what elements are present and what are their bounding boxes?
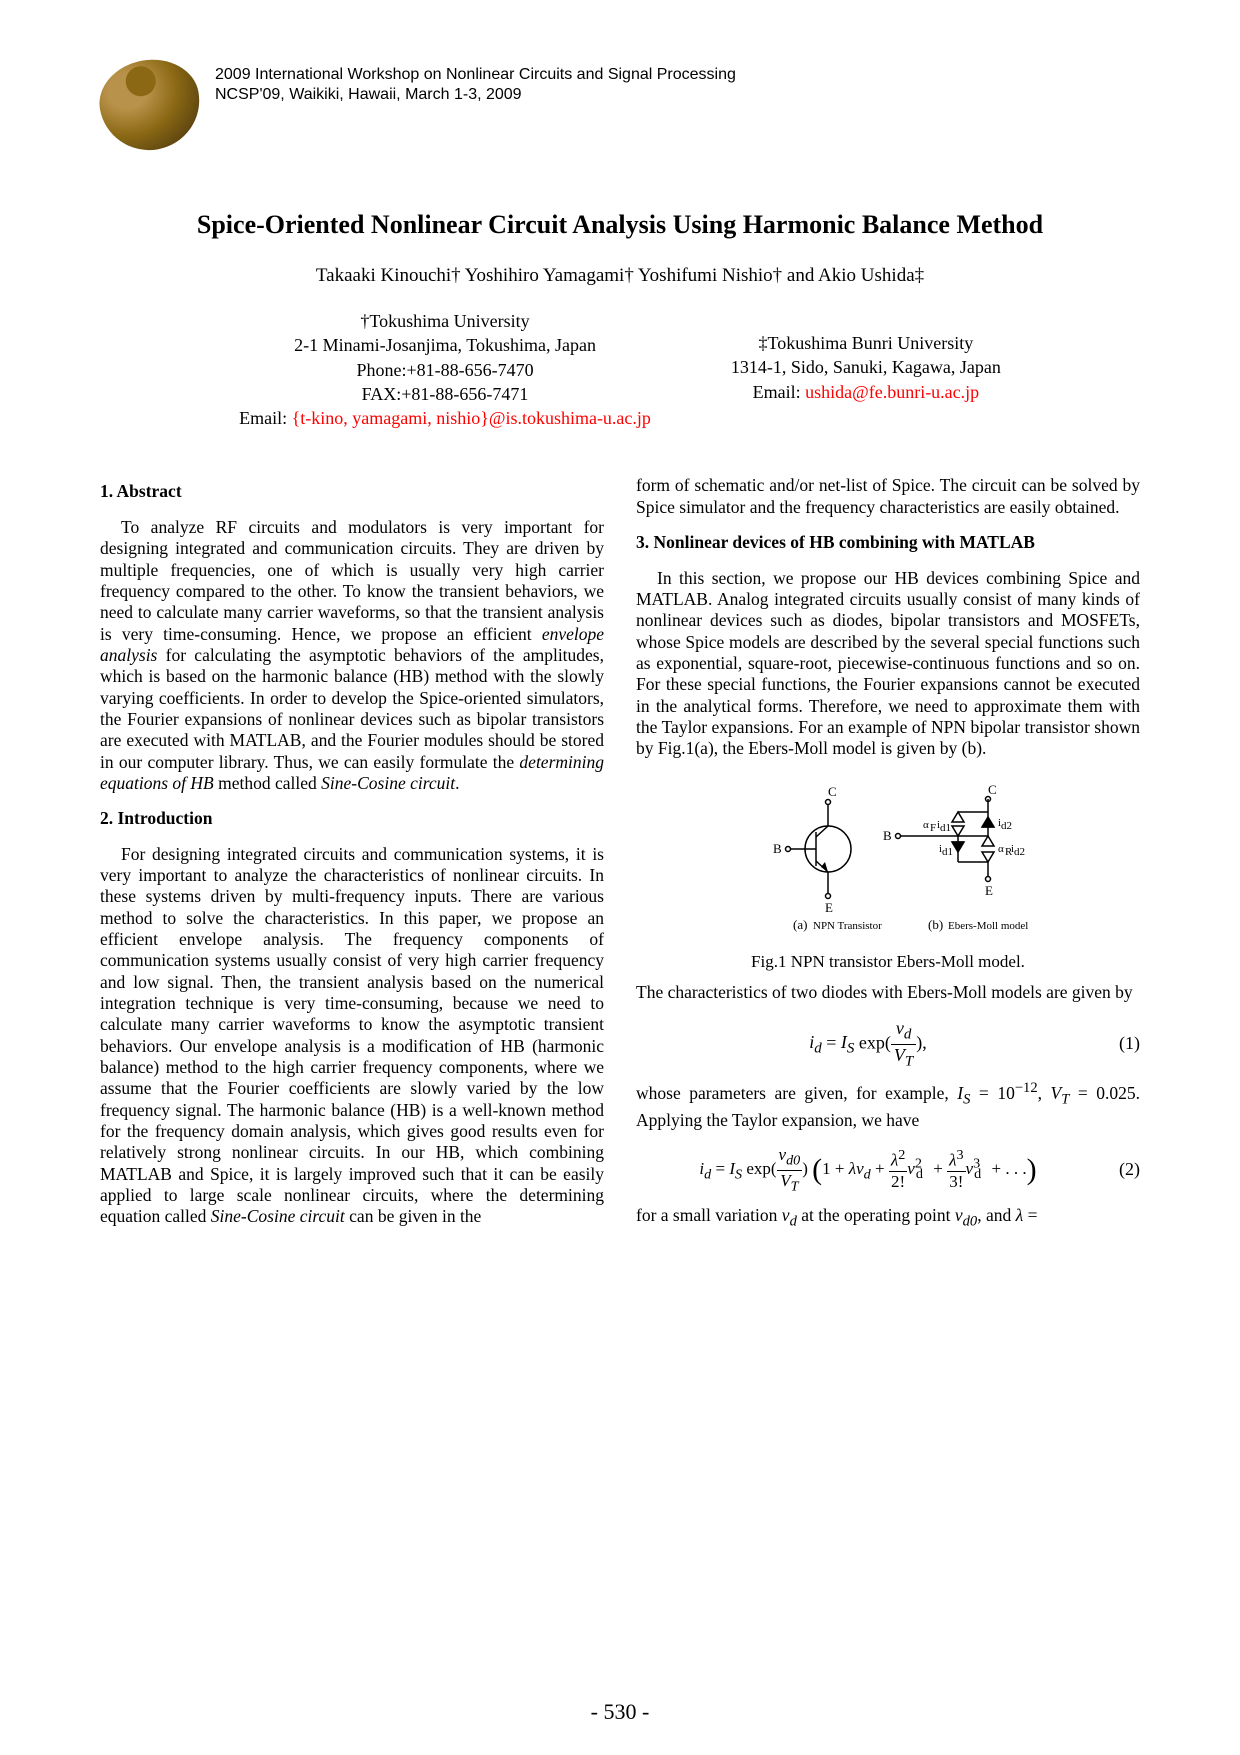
p4b: at the operating point: [797, 1205, 955, 1225]
svg-text:α: α: [998, 843, 1004, 855]
sec3-p4: for a small variation vd at the operatin…: [636, 1205, 1140, 1231]
svg-text:(a): (a): [793, 917, 807, 932]
conference-logo-icon: [93, 52, 207, 158]
equation-2: id = IS exp(vd0VT) (1 + λvd + λ22!v2d + …: [636, 1145, 1140, 1195]
figure-1: C B E: [636, 774, 1140, 944]
p4a: for a small variation: [636, 1205, 782, 1225]
svg-text:C: C: [988, 782, 997, 797]
affil-right-l3: Email: ushida@fe.bunri-u.ac.jp: [731, 380, 1001, 404]
svg-text:B: B: [883, 828, 892, 843]
sec3-p3: whose parameters are given, for example,…: [636, 1080, 1140, 1130]
body-columns: 1. Abstract To analyze RF circuits and m…: [100, 475, 1140, 1245]
svg-text:Ebers-Moll model: Ebers-Moll model: [948, 920, 1028, 932]
col2-continuation: form of schematic and/or net-list of Spi…: [636, 475, 1140, 518]
eq1-number: (1): [1100, 1033, 1140, 1055]
svg-text:d2: d2: [1014, 846, 1025, 858]
page-number: - 530 -: [0, 1699, 1240, 1725]
svg-text:α: α: [923, 819, 929, 831]
svg-text:d1: d1: [942, 846, 953, 858]
svg-text:d1: d1: [940, 822, 951, 834]
p3a: whose parameters are given, for example,: [636, 1083, 957, 1103]
section-1-heading: 1. Abstract: [100, 481, 604, 502]
equation-1: id = IS exp(vdVT), (1): [636, 1018, 1140, 1071]
header-line2: NCSP'09, Waikiki, Hawaii, March 1-3, 200…: [215, 85, 736, 105]
affil-right-l2: 1314-1, Sido, Sanuki, Kagawa, Japan: [731, 355, 1001, 379]
paper-title: Spice-Oriented Nonlinear Circuit Analysi…: [100, 210, 1140, 240]
conference-header-text: 2009 International Workshop on Nonlinear…: [215, 60, 736, 105]
paper-authors: Takaaki Kinouchi† Yoshihiro Yamagami† Yo…: [100, 265, 1140, 287]
email-link-right[interactable]: ushida@fe.bunri-u.ac.jp: [805, 382, 979, 402]
page: 2009 International Workshop on Nonlinear…: [0, 0, 1240, 1755]
svg-text:E: E: [825, 900, 833, 915]
section-2-heading: 2. Introduction: [100, 808, 604, 829]
email-label: Email:: [239, 408, 292, 428]
p4c: , and: [977, 1205, 1015, 1225]
circuit-diagram-icon: C B E: [738, 774, 1038, 944]
svg-text:F: F: [930, 822, 936, 834]
sec3-p1: In this section, we propose our HB devic…: [636, 568, 1140, 760]
intro-paragraph: For designing integrated circuits and co…: [100, 844, 604, 1228]
svg-text:d2: d2: [1001, 820, 1012, 832]
svg-text:B: B: [773, 841, 782, 856]
right-column: form of schematic and/or net-list of Spi…: [636, 475, 1140, 1245]
header-line1: 2009 International Workshop on Nonlinear…: [215, 65, 736, 85]
svg-text:E: E: [985, 883, 993, 898]
svg-text:NPN Transistor: NPN Transistor: [813, 920, 882, 932]
section-3-heading: 3. Nonlinear devices of HB combining wit…: [636, 532, 1140, 553]
sec3-p2: The characteristics of two diodes with E…: [636, 982, 1140, 1003]
paper-header: 2009 International Workshop on Nonlinear…: [100, 60, 1140, 150]
figure-1-caption: Fig.1 NPN transistor Ebers-Moll model.: [636, 952, 1140, 973]
email-link-left[interactable]: {t-kino, yamagami, nishio}@is.tokushima-…: [292, 408, 651, 428]
affil-left-l1: †Tokushima University: [239, 309, 651, 333]
affil-left-l2: 2-1 Minami-Josanjima, Tokushima, Japan: [239, 333, 651, 357]
eq2-body: id = IS exp(vd0VT) (1 + λvd + λ22!v2d + …: [636, 1145, 1100, 1195]
affiliation-right: ‡Tokushima Bunri University 1314-1, Sido…: [731, 309, 1001, 430]
affil-right-l1: ‡Tokushima Bunri University: [731, 331, 1001, 355]
affiliations: †Tokushima University 2-1 Minami-Josanji…: [100, 309, 1140, 430]
affil-left-l5: Email: {t-kino, yamagami, nishio}@is.tok…: [239, 406, 651, 430]
eq1-body: id = IS exp(vdVT),: [636, 1018, 1100, 1071]
affil-left-l3: Phone:+81-88-656-7470: [239, 358, 651, 382]
affiliation-left: †Tokushima University 2-1 Minami-Josanji…: [239, 309, 651, 430]
abstract-paragraph: To analyze RF circuits and modulators is…: [100, 517, 604, 794]
affil-left-l4: FAX:+81-88-656-7471: [239, 382, 651, 406]
left-column: 1. Abstract To analyze RF circuits and m…: [100, 475, 604, 1245]
eq2-number: (2): [1100, 1159, 1140, 1181]
svg-text:(b): (b): [928, 917, 943, 932]
svg-text:C: C: [828, 784, 837, 799]
email-label-r: Email:: [753, 382, 806, 402]
